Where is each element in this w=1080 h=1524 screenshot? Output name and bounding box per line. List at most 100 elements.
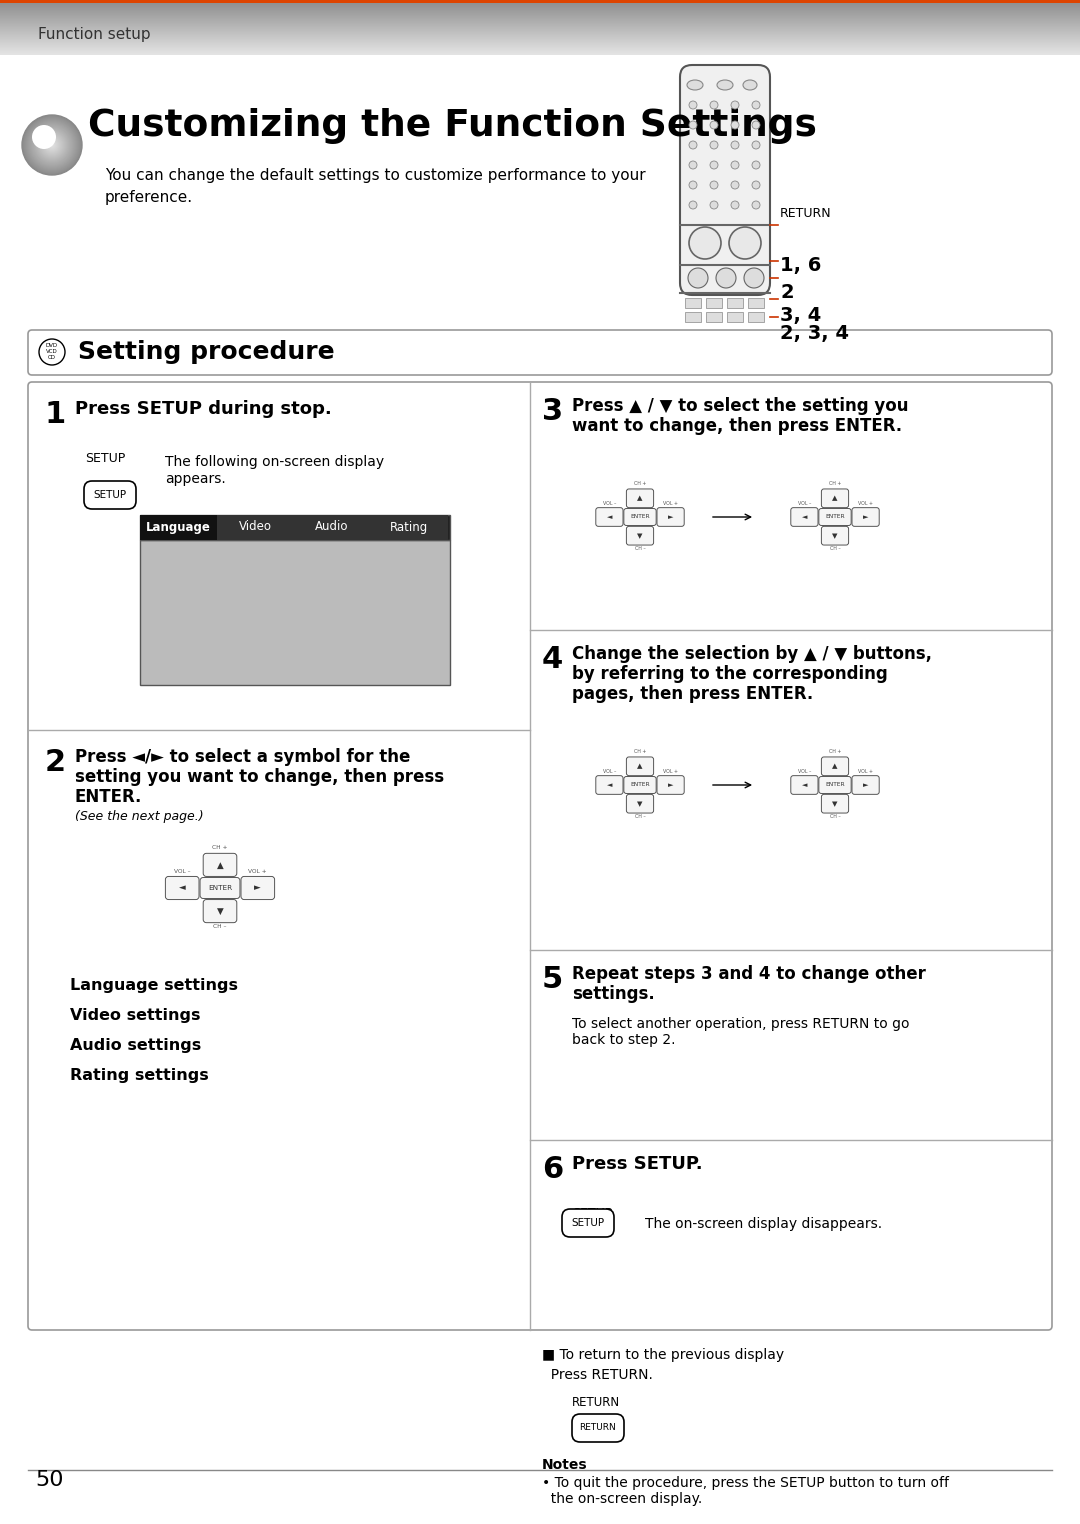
Text: Rating: Rating <box>390 521 428 533</box>
Text: ▲: ▲ <box>833 495 838 501</box>
Circle shape <box>731 201 739 209</box>
Text: by referring to the corresponding: by referring to the corresponding <box>572 664 888 683</box>
Circle shape <box>50 143 54 146</box>
Text: VOL –: VOL – <box>603 501 616 506</box>
Text: Language settings: Language settings <box>70 978 238 994</box>
FancyBboxPatch shape <box>596 776 623 794</box>
Text: ENTER: ENTER <box>825 782 845 788</box>
Text: 6: 6 <box>542 1155 564 1184</box>
Circle shape <box>752 101 760 110</box>
FancyBboxPatch shape <box>200 878 240 899</box>
Circle shape <box>689 142 697 149</box>
Circle shape <box>752 162 760 169</box>
Circle shape <box>24 117 80 174</box>
FancyBboxPatch shape <box>822 757 849 776</box>
Text: CH –: CH – <box>635 546 646 550</box>
Circle shape <box>716 268 735 288</box>
Circle shape <box>710 101 718 110</box>
Circle shape <box>729 227 761 259</box>
FancyBboxPatch shape <box>28 331 1052 375</box>
Text: ENTER: ENTER <box>631 782 650 788</box>
Text: 3: 3 <box>542 396 563 427</box>
Text: Language: Language <box>146 521 211 533</box>
Text: ENTER: ENTER <box>631 515 650 520</box>
Circle shape <box>48 142 56 149</box>
Circle shape <box>36 130 68 162</box>
Text: preference.: preference. <box>105 190 193 206</box>
Bar <box>140 539 450 684</box>
Text: Repeat steps 3 and 4 to change other: Repeat steps 3 and 4 to change other <box>572 965 926 983</box>
Text: SETUP: SETUP <box>572 1207 612 1221</box>
Circle shape <box>46 139 58 151</box>
Text: The on-screen display disappears.: The on-screen display disappears. <box>645 1218 882 1231</box>
Text: CH +: CH + <box>634 482 646 486</box>
Bar <box>217 515 294 539</box>
Bar <box>140 515 217 539</box>
Circle shape <box>33 126 71 165</box>
Circle shape <box>731 120 739 130</box>
Text: back to step 2.: back to step 2. <box>572 1033 675 1047</box>
Circle shape <box>45 139 59 152</box>
FancyBboxPatch shape <box>822 526 849 546</box>
FancyBboxPatch shape <box>84 482 136 509</box>
FancyBboxPatch shape <box>203 899 237 922</box>
Bar <box>727 312 743 322</box>
Circle shape <box>37 130 67 160</box>
Circle shape <box>35 128 69 162</box>
Ellipse shape <box>743 79 757 90</box>
FancyBboxPatch shape <box>572 1414 624 1442</box>
Circle shape <box>731 162 739 169</box>
Text: ENTER: ENTER <box>825 515 845 520</box>
Text: Video: Video <box>239 521 271 533</box>
Text: RETURN: RETURN <box>580 1423 617 1433</box>
FancyBboxPatch shape <box>822 794 849 812</box>
Text: ►: ► <box>255 884 261 893</box>
Text: ENTER: ENTER <box>208 885 232 892</box>
Text: SETUP: SETUP <box>94 491 126 500</box>
FancyBboxPatch shape <box>852 507 879 526</box>
Text: Press SETUP during stop.: Press SETUP during stop. <box>75 399 332 418</box>
Circle shape <box>710 142 718 149</box>
Text: ▼: ▼ <box>833 800 838 806</box>
FancyBboxPatch shape <box>28 383 1052 1330</box>
Circle shape <box>49 142 55 148</box>
FancyBboxPatch shape <box>624 777 657 794</box>
Text: ▼: ▼ <box>217 907 224 916</box>
Circle shape <box>29 122 75 168</box>
Text: VOL +: VOL + <box>663 770 678 774</box>
Text: ▲: ▲ <box>637 764 643 770</box>
Circle shape <box>689 181 697 189</box>
Text: appears.: appears. <box>165 472 226 486</box>
Text: ►: ► <box>667 782 673 788</box>
Circle shape <box>42 136 62 155</box>
Bar <box>748 312 764 322</box>
Text: To select another operation, press RETURN to go: To select another operation, press RETUR… <box>572 1017 909 1032</box>
Text: ▼: ▼ <box>637 800 643 806</box>
Circle shape <box>752 120 760 130</box>
Text: CH +: CH + <box>634 750 646 754</box>
Bar <box>727 299 743 308</box>
Bar <box>685 299 701 308</box>
Circle shape <box>32 125 56 149</box>
Bar <box>140 515 450 539</box>
Text: Video settings: Video settings <box>70 1007 201 1023</box>
Circle shape <box>731 142 739 149</box>
Text: VOL –: VOL – <box>603 770 616 774</box>
Circle shape <box>710 181 718 189</box>
Circle shape <box>39 133 65 158</box>
Text: setting you want to change, then press: setting you want to change, then press <box>75 768 444 786</box>
Text: the on-screen display.: the on-screen display. <box>542 1492 702 1506</box>
Text: Press RETURN.: Press RETURN. <box>542 1369 653 1382</box>
Text: CH +: CH + <box>828 482 841 486</box>
Text: Audio: Audio <box>315 521 349 533</box>
FancyBboxPatch shape <box>165 876 199 899</box>
Text: (See the next page.): (See the next page.) <box>75 809 204 823</box>
Text: The following on-screen display: The following on-screen display <box>165 456 384 469</box>
Circle shape <box>731 101 739 110</box>
Text: VOL +: VOL + <box>248 869 267 875</box>
Text: ▼: ▼ <box>637 533 643 538</box>
Text: 1: 1 <box>45 399 66 428</box>
Text: VOL –: VOL – <box>174 869 190 875</box>
Text: CH –: CH – <box>829 546 840 550</box>
Text: ◄: ◄ <box>801 782 807 788</box>
